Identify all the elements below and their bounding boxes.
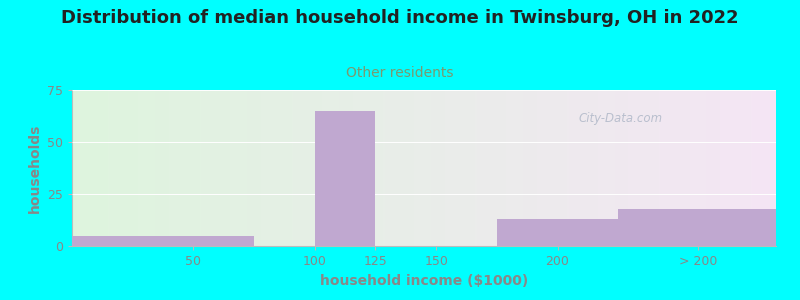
Bar	[314, 111, 375, 246]
X-axis label: household income ($1000): household income ($1000)	[320, 274, 528, 288]
Text: Distribution of median household income in Twinsburg, OH in 2022: Distribution of median household income …	[61, 9, 739, 27]
Bar	[497, 219, 618, 246]
Text: Other residents: Other residents	[346, 66, 454, 80]
Text: City-Data.com: City-Data.com	[579, 112, 663, 124]
Y-axis label: households: households	[27, 123, 42, 213]
Bar	[618, 208, 776, 246]
Bar	[72, 236, 254, 246]
